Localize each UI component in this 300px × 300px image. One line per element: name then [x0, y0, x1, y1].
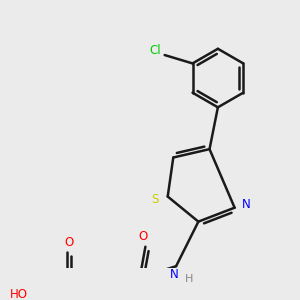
Text: O: O	[138, 230, 147, 244]
Text: N: N	[242, 198, 250, 212]
Text: S: S	[152, 193, 159, 206]
Text: O: O	[64, 236, 74, 249]
Text: H: H	[184, 274, 193, 284]
Text: HO: HO	[10, 288, 28, 300]
Text: N: N	[170, 268, 179, 281]
Text: Cl: Cl	[149, 44, 161, 57]
